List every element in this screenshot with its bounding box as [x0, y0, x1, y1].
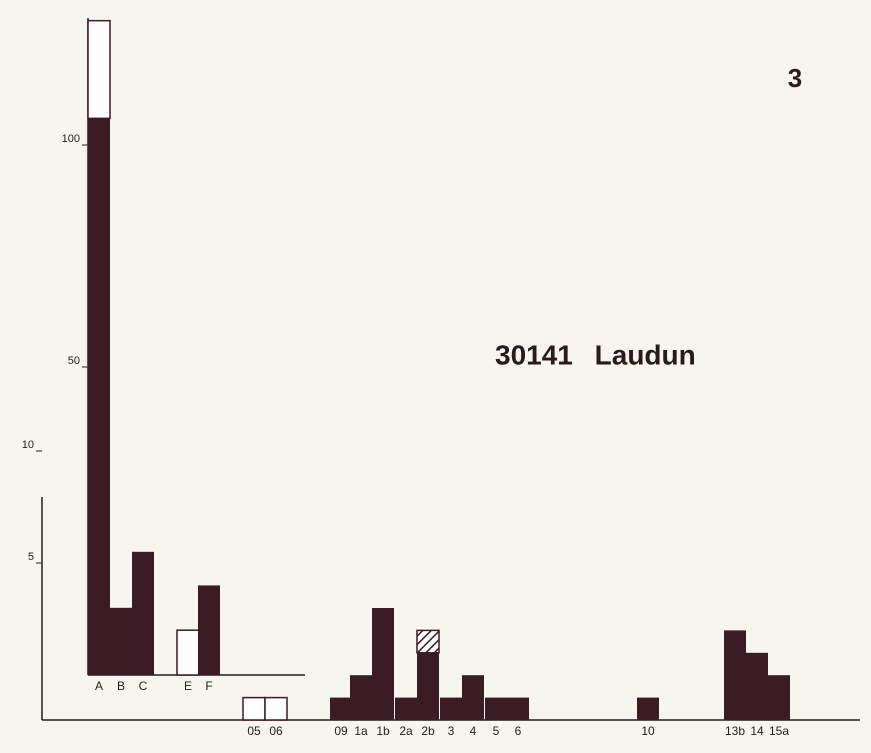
y-tick-label: 50	[68, 355, 80, 367]
x-tick-label: C	[139, 679, 148, 693]
x-tick-label: 5	[493, 724, 500, 738]
x-tick-label: 10	[641, 724, 655, 738]
x-tick-label: F	[205, 679, 212, 693]
y-tick-label: 5	[28, 551, 34, 563]
bar-solid	[330, 697, 352, 720]
x-tick-label: 6	[515, 724, 522, 738]
x-tick-label: 1b	[376, 724, 390, 738]
x-tick-label: A	[95, 679, 103, 693]
bar-solid	[637, 697, 659, 720]
bar-solid	[372, 608, 394, 720]
bar-solid	[88, 118, 110, 676]
bar-solid	[746, 652, 768, 720]
x-tick-label: 15a	[769, 724, 789, 738]
x-tick-label: 2a	[399, 724, 413, 738]
bar-open	[176, 629, 200, 676]
bar-solid	[440, 697, 462, 720]
bar-solid	[350, 675, 372, 720]
bar-open	[264, 696, 288, 721]
bar-open	[87, 19, 111, 120]
bar-solid	[768, 675, 790, 720]
x-tick-label: 2b	[421, 724, 435, 738]
x-tick-label: 13b	[725, 724, 745, 738]
x-tick-label: 06	[269, 724, 283, 738]
bar-solid	[485, 697, 507, 720]
chart-title: 30141 Laudun	[495, 339, 696, 370]
bar-solid	[132, 551, 154, 675]
bar-solid	[198, 585, 220, 675]
bar-solid	[507, 697, 529, 720]
x-tick-label: 05	[247, 724, 261, 738]
x-tick-label: 1a	[354, 724, 368, 738]
y-tick-label: 100	[62, 133, 80, 145]
y-tick-label: 10	[22, 439, 34, 451]
bar-solid	[417, 652, 439, 720]
x-tick-label: 14	[750, 724, 764, 738]
page-number: 3	[788, 63, 802, 93]
bar-hatched	[416, 629, 440, 654]
x-tick-label: E	[184, 679, 192, 693]
x-tick-label: 3	[448, 724, 455, 738]
bar-solid	[110, 607, 132, 675]
x-tick-label: B	[117, 679, 125, 693]
x-tick-label: 09	[334, 724, 348, 738]
bar-solid	[724, 630, 746, 720]
bar-open	[242, 696, 266, 721]
x-tick-label: 4	[470, 724, 477, 738]
bar-solid	[462, 675, 484, 720]
bar-solid	[395, 697, 417, 720]
